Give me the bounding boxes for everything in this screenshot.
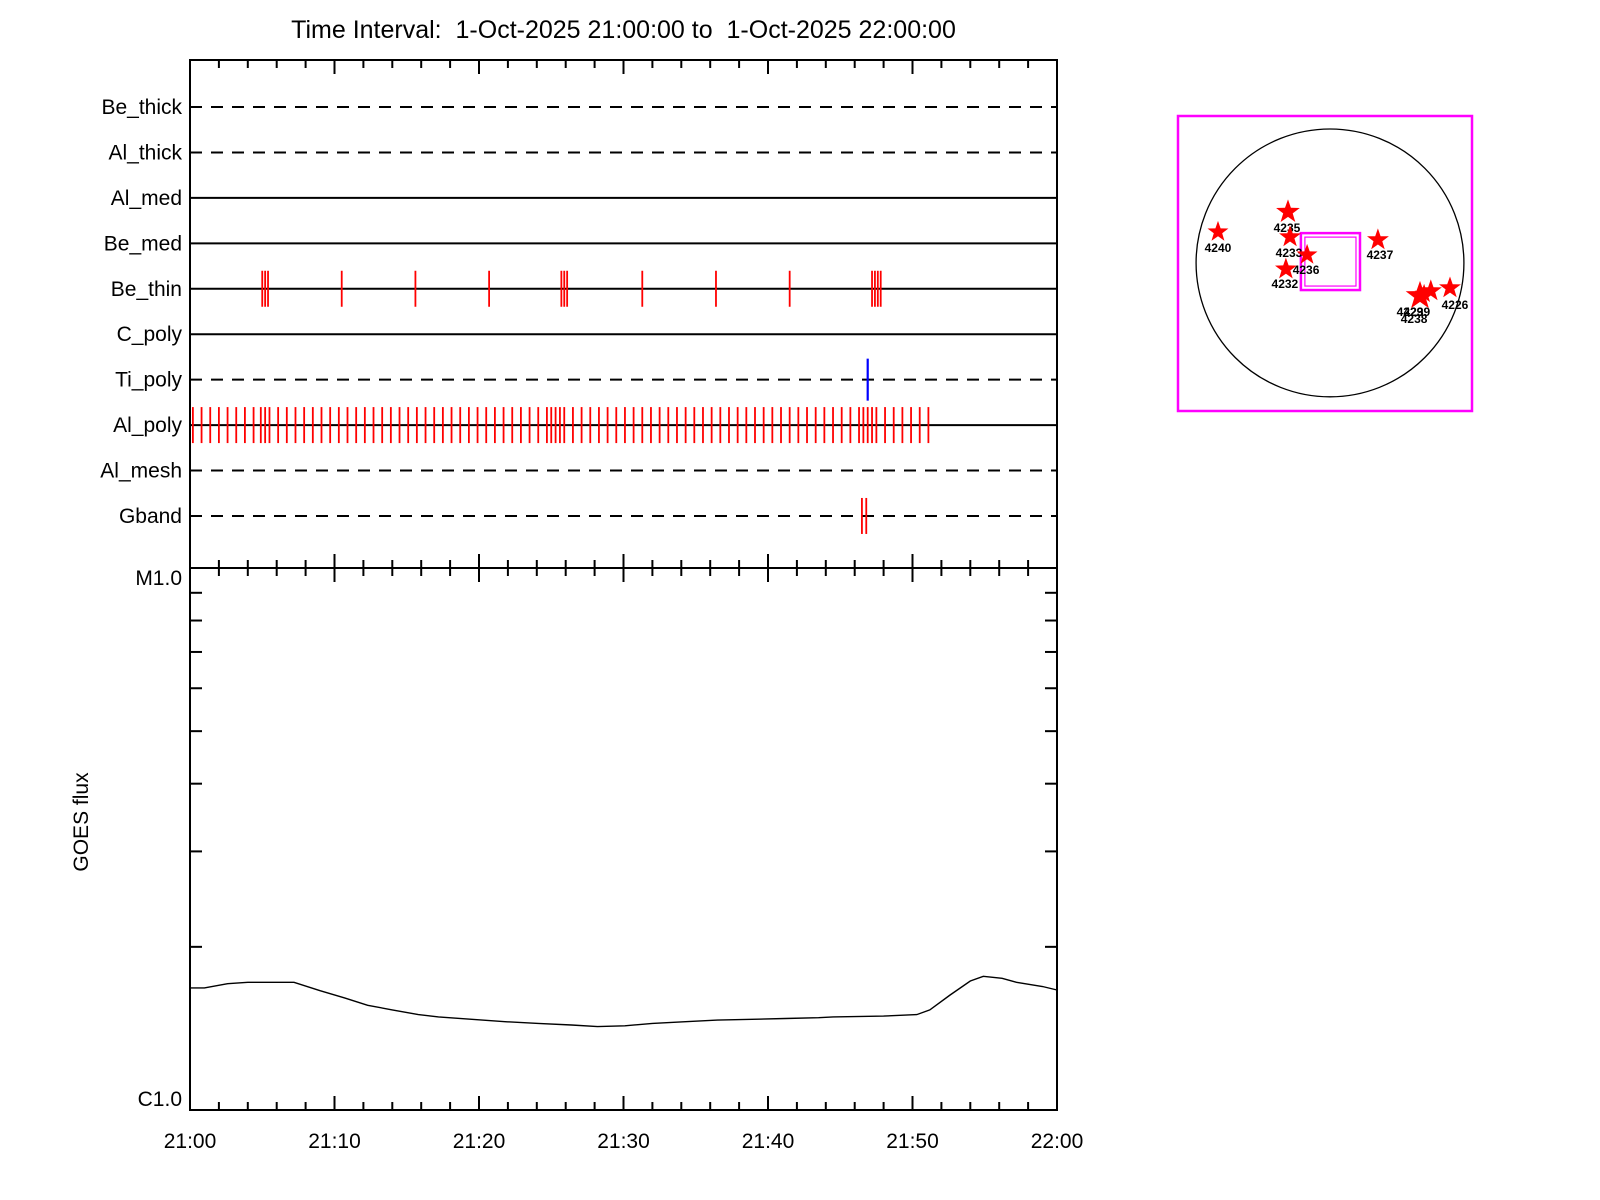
channel-label-C_poly: C_poly [117,323,183,346]
channel-label-Al_med: Al_med [111,187,182,210]
active-region-star-4237 [1367,228,1389,250]
active-region-label-4238: 4238 [1401,312,1428,326]
goes-panel-border [189,567,1058,1111]
active-region-star-4232 [1275,257,1297,279]
active-region-label-4232: 4232 [1272,277,1299,291]
x-tick-label: 22:00 [1031,1130,1084,1153]
x-tick-label: 21:20 [453,1130,506,1153]
x-tick-label: 21:30 [597,1130,650,1153]
x-tick-label: 21:40 [742,1130,795,1153]
goes-y-top-label: M1.0 [135,567,182,590]
timeline-panel-border [189,59,1058,569]
fov-box [1299,231,1362,292]
exposure-ticks-Be_thin [261,270,882,307]
channel-label-Be_thin: Be_thin [111,278,182,301]
active-region-star-4239 [1419,279,1442,301]
x-tick-label: 21:10 [308,1130,361,1153]
time-axis-ticks [189,60,1058,1110]
channel-label-Ti_poly: Ti_poly [115,369,182,392]
active-region-star-4226 [1439,276,1461,298]
goes-ylabel: GOES flux [70,772,93,872]
fov-box-inner [1304,236,1357,287]
x-tick-label: 21:00 [164,1130,217,1153]
active-region-star-4235 [1276,199,1300,222]
x-tick-label: 21:50 [886,1130,939,1153]
active-region-star-4240 [1207,220,1229,241]
channel-label-Al_poly: Al_poly [113,414,182,437]
goes-flux-curve [190,975,1058,1028]
active-region-label-4233: 4233 [1276,246,1303,260]
channel-label-Be_med: Be_med [104,232,182,255]
active-region-label-4240: 4240 [1205,241,1232,255]
active-region-label-4239: 4239 [1403,305,1430,319]
plot-title: Time Interval: 1-Oct-2025 21:00:00 to 1-… [291,16,956,44]
active-region-label-4237: 4237 [1367,248,1394,262]
active-region-star-4238 [1414,283,1434,302]
goes-y-bottom-label: C1.0 [138,1088,182,1111]
active-region-label-4226: 4226 [1442,298,1469,312]
active-region-label-4229: 4229 [1397,305,1424,319]
active-region-label-4235: 4235 [1274,221,1301,235]
channel-label-Gband: Gband [119,505,182,528]
exposure-ticks-Al_poly [191,407,930,444]
active-region-star-4236 [1296,243,1318,264]
channel-label-Al_thick: Al_thick [108,141,182,164]
channel-label-Be_thick: Be_thick [101,96,182,119]
channel-label-Al_mesh: Al_mesh [100,460,182,483]
solar-map-frame [1176,114,1474,413]
active-region-label-4236: 4236 [1293,263,1320,277]
solar-disk [1195,128,1465,398]
goes-log-ticks [190,591,1057,948]
exposure-ticks-Gband [861,497,868,534]
active-region-star-4233 [1279,225,1301,247]
